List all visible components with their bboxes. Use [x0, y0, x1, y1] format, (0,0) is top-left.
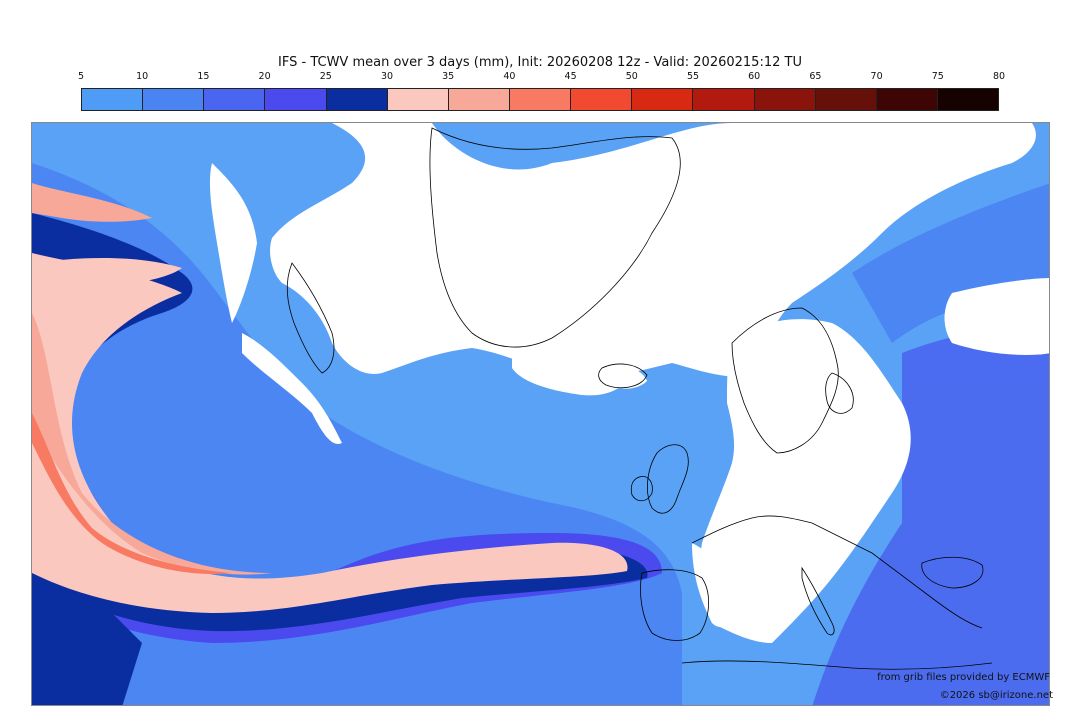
colorbar-swatch [265, 89, 327, 110]
colorbar-swatch [815, 89, 877, 110]
colorbar-swatch [326, 89, 388, 110]
colorbar-swatch [143, 89, 205, 110]
river-salmon-band [32, 313, 272, 575]
iberia-coast [640, 569, 709, 641]
europe-coast [691, 515, 983, 629]
black-sea-coast [921, 556, 984, 589]
british-isles-coast [647, 444, 689, 514]
scandinavia-europe-dry [700, 319, 911, 643]
colorbar-swatch [754, 89, 816, 110]
colorbar-swatch [387, 89, 449, 110]
colorbar [81, 88, 999, 111]
colorbar-tick-label: 45 [564, 71, 577, 82]
map-title: IFS - TCWV mean over 3 days (mm), Init: … [278, 55, 802, 70]
scandinavia-coast [731, 307, 839, 454]
iceland-dry [602, 366, 647, 389]
colorbar-tick-label: 60 [748, 71, 761, 82]
colorbar-swatch [509, 89, 572, 110]
colorbar-swatch [937, 89, 999, 110]
colorbar-swatch [204, 89, 266, 110]
colorbar-tick-label: 30 [380, 71, 394, 82]
colorbar-swatch [632, 89, 694, 110]
colorbar-tick-label: 15 [197, 71, 210, 82]
arctic-mid-blue [852, 183, 1049, 343]
labrador-coast [286, 262, 335, 374]
colorbar-tick-labels: 5 10 15 20 25 30 35 40 45 50 55 60 65 70 75 80 [0, 71, 1080, 85]
colorbar-tick-label: 80 [992, 71, 1006, 82]
north-africa-coast [681, 660, 993, 670]
coastlines [286, 127, 993, 670]
north-pink-lobe [32, 258, 182, 288]
baltic-coast [825, 372, 854, 414]
colorbar-tick-label: 40 [503, 71, 516, 82]
colorbar-swatch [82, 89, 144, 110]
iberia-dry [692, 543, 742, 627]
colorbar-tick-label: 75 [931, 71, 944, 82]
data-credit: from grib files provided by ECMWF [877, 672, 1050, 683]
canada-greenland-dry [270, 123, 1036, 378]
river-pink-band [32, 253, 628, 613]
colorbar-swatch [571, 89, 633, 110]
east-europe-mid-blue [812, 329, 1049, 705]
russia-dry [944, 278, 1049, 355]
colorbar-tick-label: 65 [809, 71, 822, 82]
north-pink-tongue [32, 183, 152, 222]
colorbar-swatch [876, 89, 938, 110]
colorbar-tick-label: 5 [77, 71, 85, 82]
italy-coast [801, 566, 835, 636]
iceland-coast [598, 363, 648, 389]
pacific-dark-patch [32, 573, 142, 705]
baffin-dry [209, 163, 257, 323]
colorbar-tick-label: 10 [136, 71, 149, 82]
colorbar-tick-label: 20 [258, 71, 271, 82]
colorbar-tick-label: 35 [442, 71, 455, 82]
ireland-coast [630, 476, 653, 502]
colorbar-tick-label: 25 [319, 71, 332, 82]
colorbar-tick-label: 55 [686, 71, 700, 82]
greenland-coast [429, 127, 681, 348]
tcwv-map [31, 122, 1050, 706]
labrador-dry [242, 333, 342, 444]
colorbar-tick-label: 50 [625, 71, 638, 82]
colorbar-swatch [448, 89, 510, 110]
atmospheric-river-core-dark [32, 453, 648, 632]
atmospheric-river [32, 183, 628, 613]
dry-regions [209, 123, 1049, 643]
greenland-strait-dry [512, 353, 625, 396]
colorbar-swatch [693, 89, 755, 110]
copyright-credit: ©2026 sb@irizone.net [939, 690, 1053, 701]
colorbar-tick-label: 70 [870, 71, 883, 82]
